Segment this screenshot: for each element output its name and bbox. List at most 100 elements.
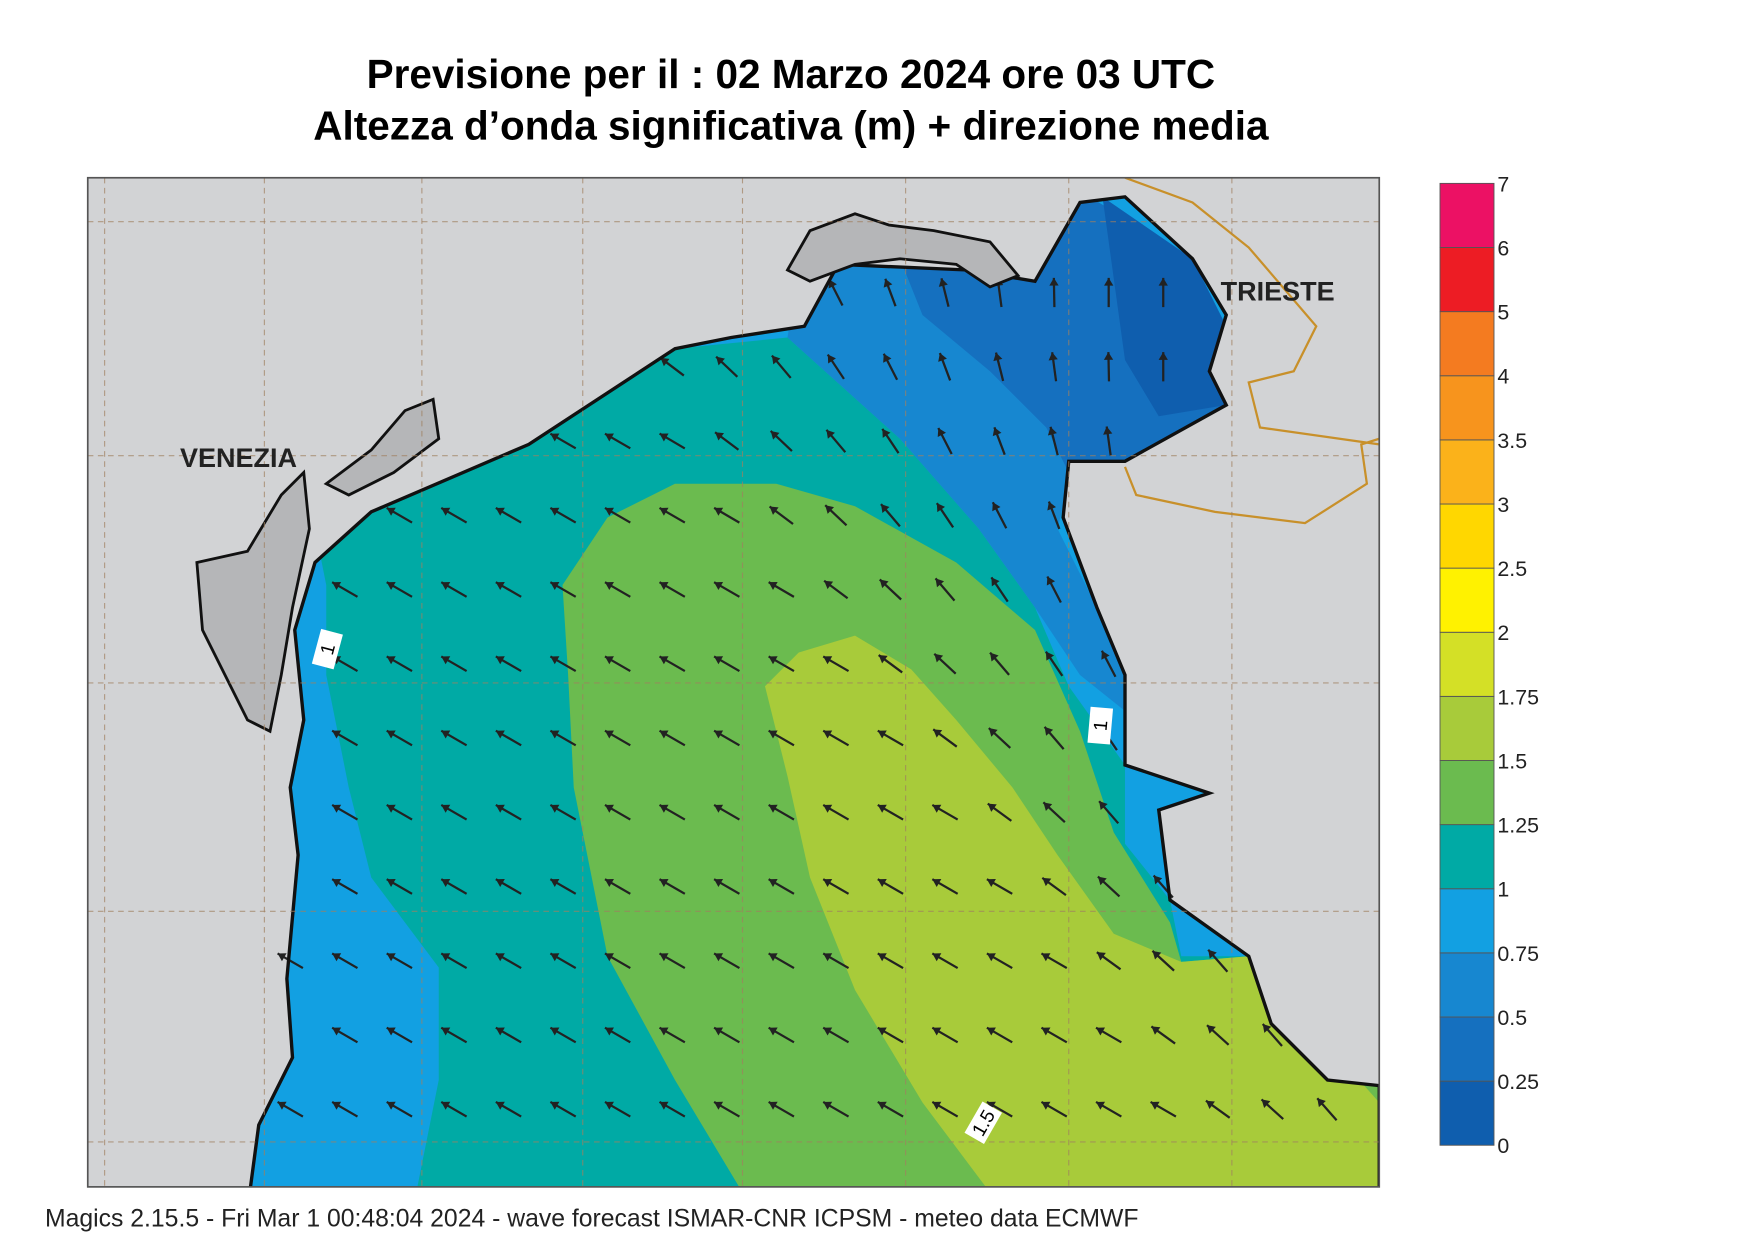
arrow-head: [660, 357, 670, 367]
arrow-head: [659, 879, 669, 888]
footer: Magics 2.15.5 - Fri Mar 1 00:48:04 2024 …: [45, 1205, 1138, 1232]
arrow-head: [986, 1027, 996, 1036]
contour-label-box: [1087, 706, 1114, 745]
arrow-head: [277, 1101, 287, 1110]
colorbar-swatch: [1439, 311, 1495, 377]
arrow-head: [768, 1101, 778, 1110]
arrow-head: [768, 804, 778, 813]
arrow-head: [604, 582, 614, 591]
arrow-head: [1158, 277, 1168, 286]
arrow-head: [877, 953, 887, 962]
contour-label-text: 1: [317, 642, 340, 658]
arrow-head: [714, 804, 724, 813]
colorbar-label: 1.5: [1497, 749, 1527, 773]
arrow-head: [495, 953, 505, 962]
colorbar-label: 0.75: [1497, 942, 1539, 966]
arrow-head: [604, 953, 614, 962]
arrow-head: [1049, 277, 1059, 286]
colorbar-swatch: [1439, 503, 1495, 569]
arrow-head: [877, 804, 887, 813]
contour-label: 1: [311, 628, 343, 670]
arrow-head: [1041, 1101, 1051, 1110]
colorbar-label: 7: [1497, 172, 1509, 196]
arrow-head: [827, 354, 836, 364]
arrow-head: [714, 1101, 724, 1110]
arrow-head: [938, 353, 947, 362]
arrow-head: [768, 582, 778, 591]
colorbar-label: 0.5: [1497, 1006, 1527, 1030]
arrow-head: [1262, 1023, 1272, 1033]
arrow-head: [714, 1027, 724, 1036]
arrow-head: [550, 656, 560, 665]
arrow-head: [986, 1101, 996, 1110]
arrow-head: [332, 1027, 342, 1036]
arrow-head: [495, 507, 505, 516]
arrow-head: [823, 730, 833, 739]
arrow-head: [1097, 876, 1107, 886]
arrow-head: [714, 507, 724, 516]
arrow-head: [550, 507, 560, 516]
arrow-head: [883, 278, 893, 288]
arrow-head: [1096, 1027, 1106, 1036]
arrow-head: [495, 1027, 505, 1036]
arrow-head: [659, 1101, 669, 1110]
arrow-head: [386, 582, 396, 591]
arrow-head: [659, 730, 669, 739]
arrow-head: [823, 804, 833, 813]
arrow-head: [823, 1027, 833, 1036]
arrow-head: [332, 804, 342, 813]
arrow-head: [768, 656, 778, 665]
arrow-head: [441, 1101, 451, 1110]
arrow-head: [386, 953, 396, 962]
arrow-head: [550, 730, 560, 739]
arrow-head: [990, 652, 999, 662]
title: Previsione per il : 02 Marzo 2024 ore 03…: [367, 51, 1216, 97]
arrow-head: [768, 879, 778, 888]
subtitle: Altezza d’onda significativa (m) + direz…: [313, 103, 1269, 149]
arrow-head: [386, 730, 396, 739]
colorbar-label: 0: [1497, 1134, 1509, 1158]
arrow-head: [550, 804, 560, 813]
colorbar-label: 6: [1497, 236, 1509, 260]
arrow-head: [769, 506, 779, 515]
arrow-head: [828, 279, 837, 289]
wave-directions: [277, 277, 1338, 1121]
arrow-head: [1096, 1101, 1106, 1110]
colorbar-swatch: [1439, 888, 1495, 954]
arrow-head: [386, 804, 396, 813]
arrow-head: [550, 1101, 560, 1110]
colorbar-label: 3.5: [1497, 429, 1527, 453]
arrow-head: [1152, 950, 1162, 960]
arrow-head: [937, 427, 946, 437]
arrow-head: [823, 953, 833, 962]
arrow-head: [1151, 1026, 1161, 1035]
arrow-head: [993, 352, 1003, 362]
arrow-head: [659, 656, 669, 665]
arrow-head: [1103, 426, 1113, 435]
colorbar-label: 1.25: [1497, 814, 1539, 838]
colorbar-label: 3: [1497, 493, 1509, 517]
arrow-head: [604, 656, 614, 665]
arrow-head: [823, 879, 833, 888]
map-frame: [86, 176, 1381, 1188]
arrow-head: [659, 1027, 669, 1036]
arrow-head: [441, 1027, 451, 1036]
arrow-head: [550, 879, 560, 888]
arrow-head: [823, 1101, 833, 1110]
arrow-head: [604, 804, 614, 813]
arrow-head: [386, 507, 396, 516]
arrow-head: [332, 879, 342, 888]
arrow-head: [550, 1027, 560, 1036]
arrow-head: [1041, 1027, 1051, 1036]
arrow-head: [386, 1027, 396, 1036]
arrow-head: [386, 656, 396, 665]
arrow-head: [987, 803, 997, 812]
arrow-head: [877, 879, 887, 888]
arrow-head: [991, 577, 1000, 587]
colorbar-label: 1.75: [1497, 685, 1539, 709]
arrow-head: [659, 507, 669, 516]
sea: [249, 196, 1380, 1187]
arrow-head: [604, 1027, 614, 1036]
contour-label-box: [964, 1101, 1002, 1144]
arrow-head: [1101, 650, 1110, 660]
